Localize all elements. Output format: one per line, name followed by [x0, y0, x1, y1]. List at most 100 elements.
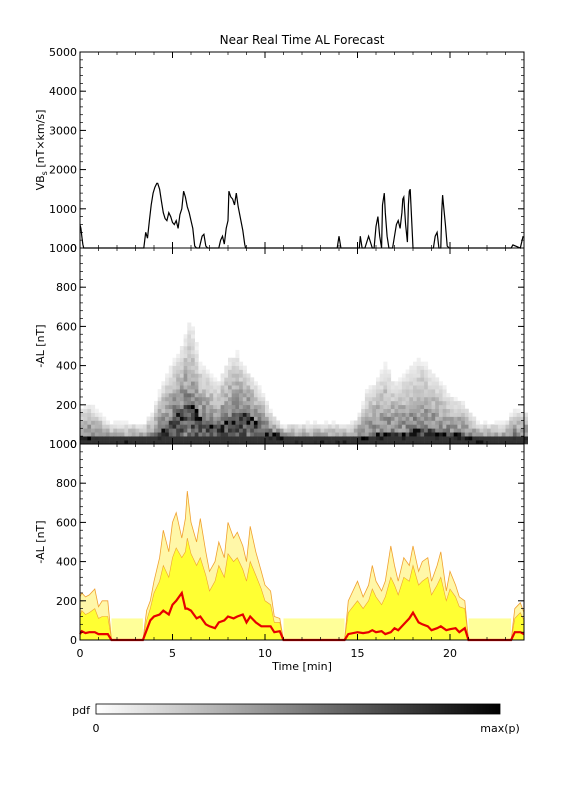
heatmap-cell	[413, 361, 417, 366]
heatmap-cell	[105, 440, 110, 445]
heatmap-cell	[298, 440, 303, 445]
heatmap-cell	[453, 436, 458, 441]
heatmap-cell	[302, 432, 306, 437]
heatmap-cell	[246, 424, 251, 429]
heatmap-cell	[409, 428, 414, 433]
heatmap-cell	[427, 424, 432, 429]
heatmap-cell	[364, 400, 369, 406]
heatmap-cell	[98, 440, 103, 445]
heatmap-cell	[372, 400, 377, 406]
heatmap-cell	[512, 408, 517, 413]
heatmap-cell	[457, 440, 462, 445]
heatmap-cell	[361, 412, 366, 417]
heatmap-cell	[438, 396, 443, 402]
heatmap-cell	[409, 377, 414, 382]
heatmap-cell	[209, 389, 214, 394]
heatmap-cell	[413, 420, 417, 425]
heatmap-cell	[416, 377, 421, 382]
heatmap-cell	[265, 440, 269, 445]
heatmap-cell	[405, 408, 410, 413]
heatmap-cell	[387, 420, 392, 425]
heatmap-cell	[479, 432, 484, 437]
heatmap-cell	[413, 377, 417, 382]
heatmap-cell	[154, 428, 158, 433]
heatmap-cell	[109, 424, 114, 429]
heatmap-cell	[261, 432, 266, 437]
heatmap-cell	[498, 428, 503, 433]
heatmap-cell	[372, 404, 377, 410]
heatmap-cell	[216, 408, 221, 413]
heatmap-cell	[420, 400, 425, 406]
heatmap-cell	[146, 416, 151, 421]
heatmap-cell	[357, 412, 362, 417]
heatmap-cell	[80, 428, 84, 433]
heatmap-cell	[228, 440, 232, 445]
heatmap-cell	[213, 377, 218, 382]
heatmap-cell	[183, 432, 188, 437]
heatmap-cell	[253, 412, 258, 417]
heatmap-cell	[239, 377, 244, 382]
heatmap-cell	[202, 381, 207, 386]
flat-uncertainty-band	[468, 618, 512, 640]
heatmap-cell	[283, 428, 288, 433]
heatmap-cell	[416, 381, 421, 386]
heatmap-cell	[420, 432, 425, 437]
heatmap-cell	[475, 440, 480, 445]
heatmap-cell	[191, 404, 195, 410]
heatmap-cell	[272, 440, 277, 445]
heatmap-cell	[413, 381, 417, 386]
heatmap-cell	[431, 396, 436, 402]
heatmap-cell	[161, 420, 166, 425]
heatmap-cell	[194, 416, 199, 421]
heatmap-cell	[117, 432, 121, 437]
heatmap-cell	[364, 436, 369, 441]
heatmap-cell	[376, 396, 380, 402]
heatmap-cell	[276, 432, 281, 437]
heatmap-cell	[387, 428, 392, 433]
heatmap-cell	[94, 436, 99, 441]
heatmap-cell	[224, 365, 229, 370]
heatmap-cell	[364, 432, 369, 437]
heatmap-cell	[409, 408, 414, 413]
heatmap-cell	[424, 428, 429, 433]
heatmap-cell	[250, 440, 255, 445]
heatmap-cell	[420, 412, 425, 417]
heatmap-cell	[209, 381, 214, 386]
heatmap-cell	[202, 416, 207, 421]
heatmap-cell	[394, 393, 399, 398]
heatmap-cell	[498, 424, 503, 429]
flat-uncertainty-band	[283, 618, 345, 640]
heatmap-cell	[464, 424, 469, 429]
heatmap-cell	[413, 373, 417, 378]
heatmap-cell	[420, 385, 425, 390]
heatmap-cell	[265, 436, 269, 441]
heatmap-cell	[424, 420, 429, 425]
heatmap-cell	[102, 440, 107, 445]
heatmap-cell	[483, 432, 488, 437]
heatmap-cell	[94, 424, 99, 429]
heatmap-cell	[128, 428, 133, 433]
heatmap-cell	[179, 400, 184, 406]
heatmap-cell	[213, 408, 218, 413]
heatmap-cell	[450, 400, 454, 406]
heatmap-cell	[442, 393, 447, 398]
heatmap-cell	[120, 432, 125, 437]
heatmap-cell	[379, 385, 384, 390]
heatmap-cell	[516, 432, 521, 437]
heatmap-cell	[113, 440, 118, 445]
heatmap-cell	[464, 408, 469, 413]
heatmap-cell	[191, 334, 195, 339]
heatmap-cell	[94, 408, 99, 413]
heatmap-cell	[424, 436, 429, 441]
heatmap-cell	[172, 393, 177, 398]
vbs-line	[79, 182, 524, 249]
heatmap-cell	[435, 389, 440, 394]
heatmap-cell	[438, 432, 443, 437]
heatmap-cell	[390, 420, 395, 425]
heatmap-cell	[272, 432, 277, 437]
heatmap-cell	[420, 377, 425, 382]
heatmap-cell	[242, 436, 247, 441]
heatmap-cell	[309, 440, 314, 445]
heatmap-cell	[191, 361, 195, 366]
heatmap-cell	[172, 400, 177, 406]
